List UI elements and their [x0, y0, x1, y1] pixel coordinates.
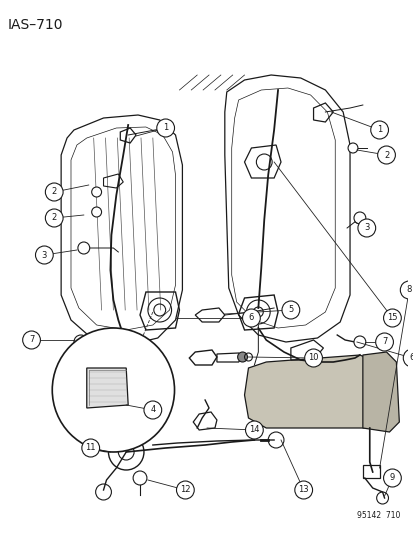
Text: 7: 7: [381, 337, 386, 346]
Circle shape: [304, 349, 322, 367]
Circle shape: [157, 119, 174, 137]
Text: 1: 1: [163, 124, 168, 133]
Circle shape: [91, 187, 101, 197]
Circle shape: [237, 352, 247, 362]
Text: 8: 8: [406, 286, 411, 295]
Text: 10: 10: [308, 353, 318, 362]
Circle shape: [382, 469, 400, 487]
Text: 3: 3: [363, 223, 368, 232]
Text: 4: 4: [150, 406, 155, 415]
Circle shape: [23, 331, 40, 349]
Circle shape: [52, 328, 174, 452]
Circle shape: [245, 421, 263, 439]
Circle shape: [176, 481, 194, 499]
Text: 6: 6: [408, 353, 413, 362]
Circle shape: [91, 207, 101, 217]
Text: 13: 13: [298, 486, 308, 495]
Circle shape: [281, 301, 299, 319]
Circle shape: [375, 333, 392, 351]
Polygon shape: [87, 368, 128, 408]
Text: 6: 6: [248, 313, 254, 322]
Text: 2: 2: [52, 188, 57, 197]
Polygon shape: [362, 352, 399, 432]
Circle shape: [382, 309, 400, 327]
Polygon shape: [244, 355, 386, 428]
Text: 5: 5: [287, 305, 293, 314]
Circle shape: [82, 439, 100, 457]
Circle shape: [357, 219, 375, 237]
Circle shape: [36, 246, 53, 264]
Circle shape: [242, 309, 260, 327]
Text: IAS–710: IAS–710: [8, 18, 63, 32]
Circle shape: [377, 146, 394, 164]
Circle shape: [45, 209, 63, 227]
Text: 1: 1: [376, 125, 381, 134]
Circle shape: [78, 242, 90, 254]
Circle shape: [45, 183, 63, 201]
Circle shape: [144, 401, 161, 419]
Text: 7: 7: [29, 335, 34, 344]
Text: 2: 2: [383, 150, 388, 159]
Circle shape: [74, 335, 88, 349]
Text: 12: 12: [180, 486, 190, 495]
Text: 14: 14: [249, 425, 259, 434]
Text: 11: 11: [85, 443, 96, 453]
Circle shape: [353, 336, 365, 348]
Circle shape: [294, 481, 312, 499]
Circle shape: [370, 121, 387, 139]
Text: 15: 15: [386, 313, 397, 322]
Text: 95142  710: 95142 710: [356, 511, 399, 520]
Circle shape: [399, 281, 413, 299]
Circle shape: [347, 143, 357, 153]
Text: 9: 9: [389, 473, 394, 482]
Text: 2: 2: [52, 214, 57, 222]
Circle shape: [353, 212, 365, 224]
Text: 3: 3: [42, 251, 47, 260]
Circle shape: [402, 349, 413, 367]
